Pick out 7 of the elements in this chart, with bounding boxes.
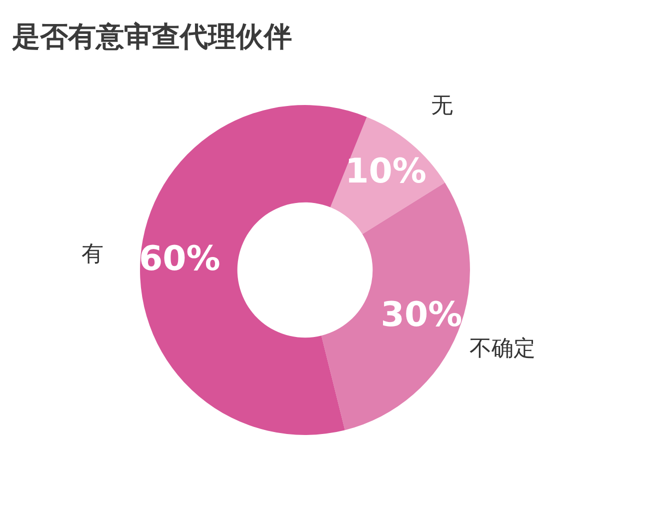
data-label: 30% [380,294,462,335]
data-label: 60% [138,239,220,280]
slice-label: 有 [82,242,104,267]
slice-label: 无 [430,94,453,119]
slice-label: 不确定 [469,336,536,362]
data-label: 10% [345,152,426,192]
chart-title: 是否有意审查代理伙伴 [12,19,292,55]
